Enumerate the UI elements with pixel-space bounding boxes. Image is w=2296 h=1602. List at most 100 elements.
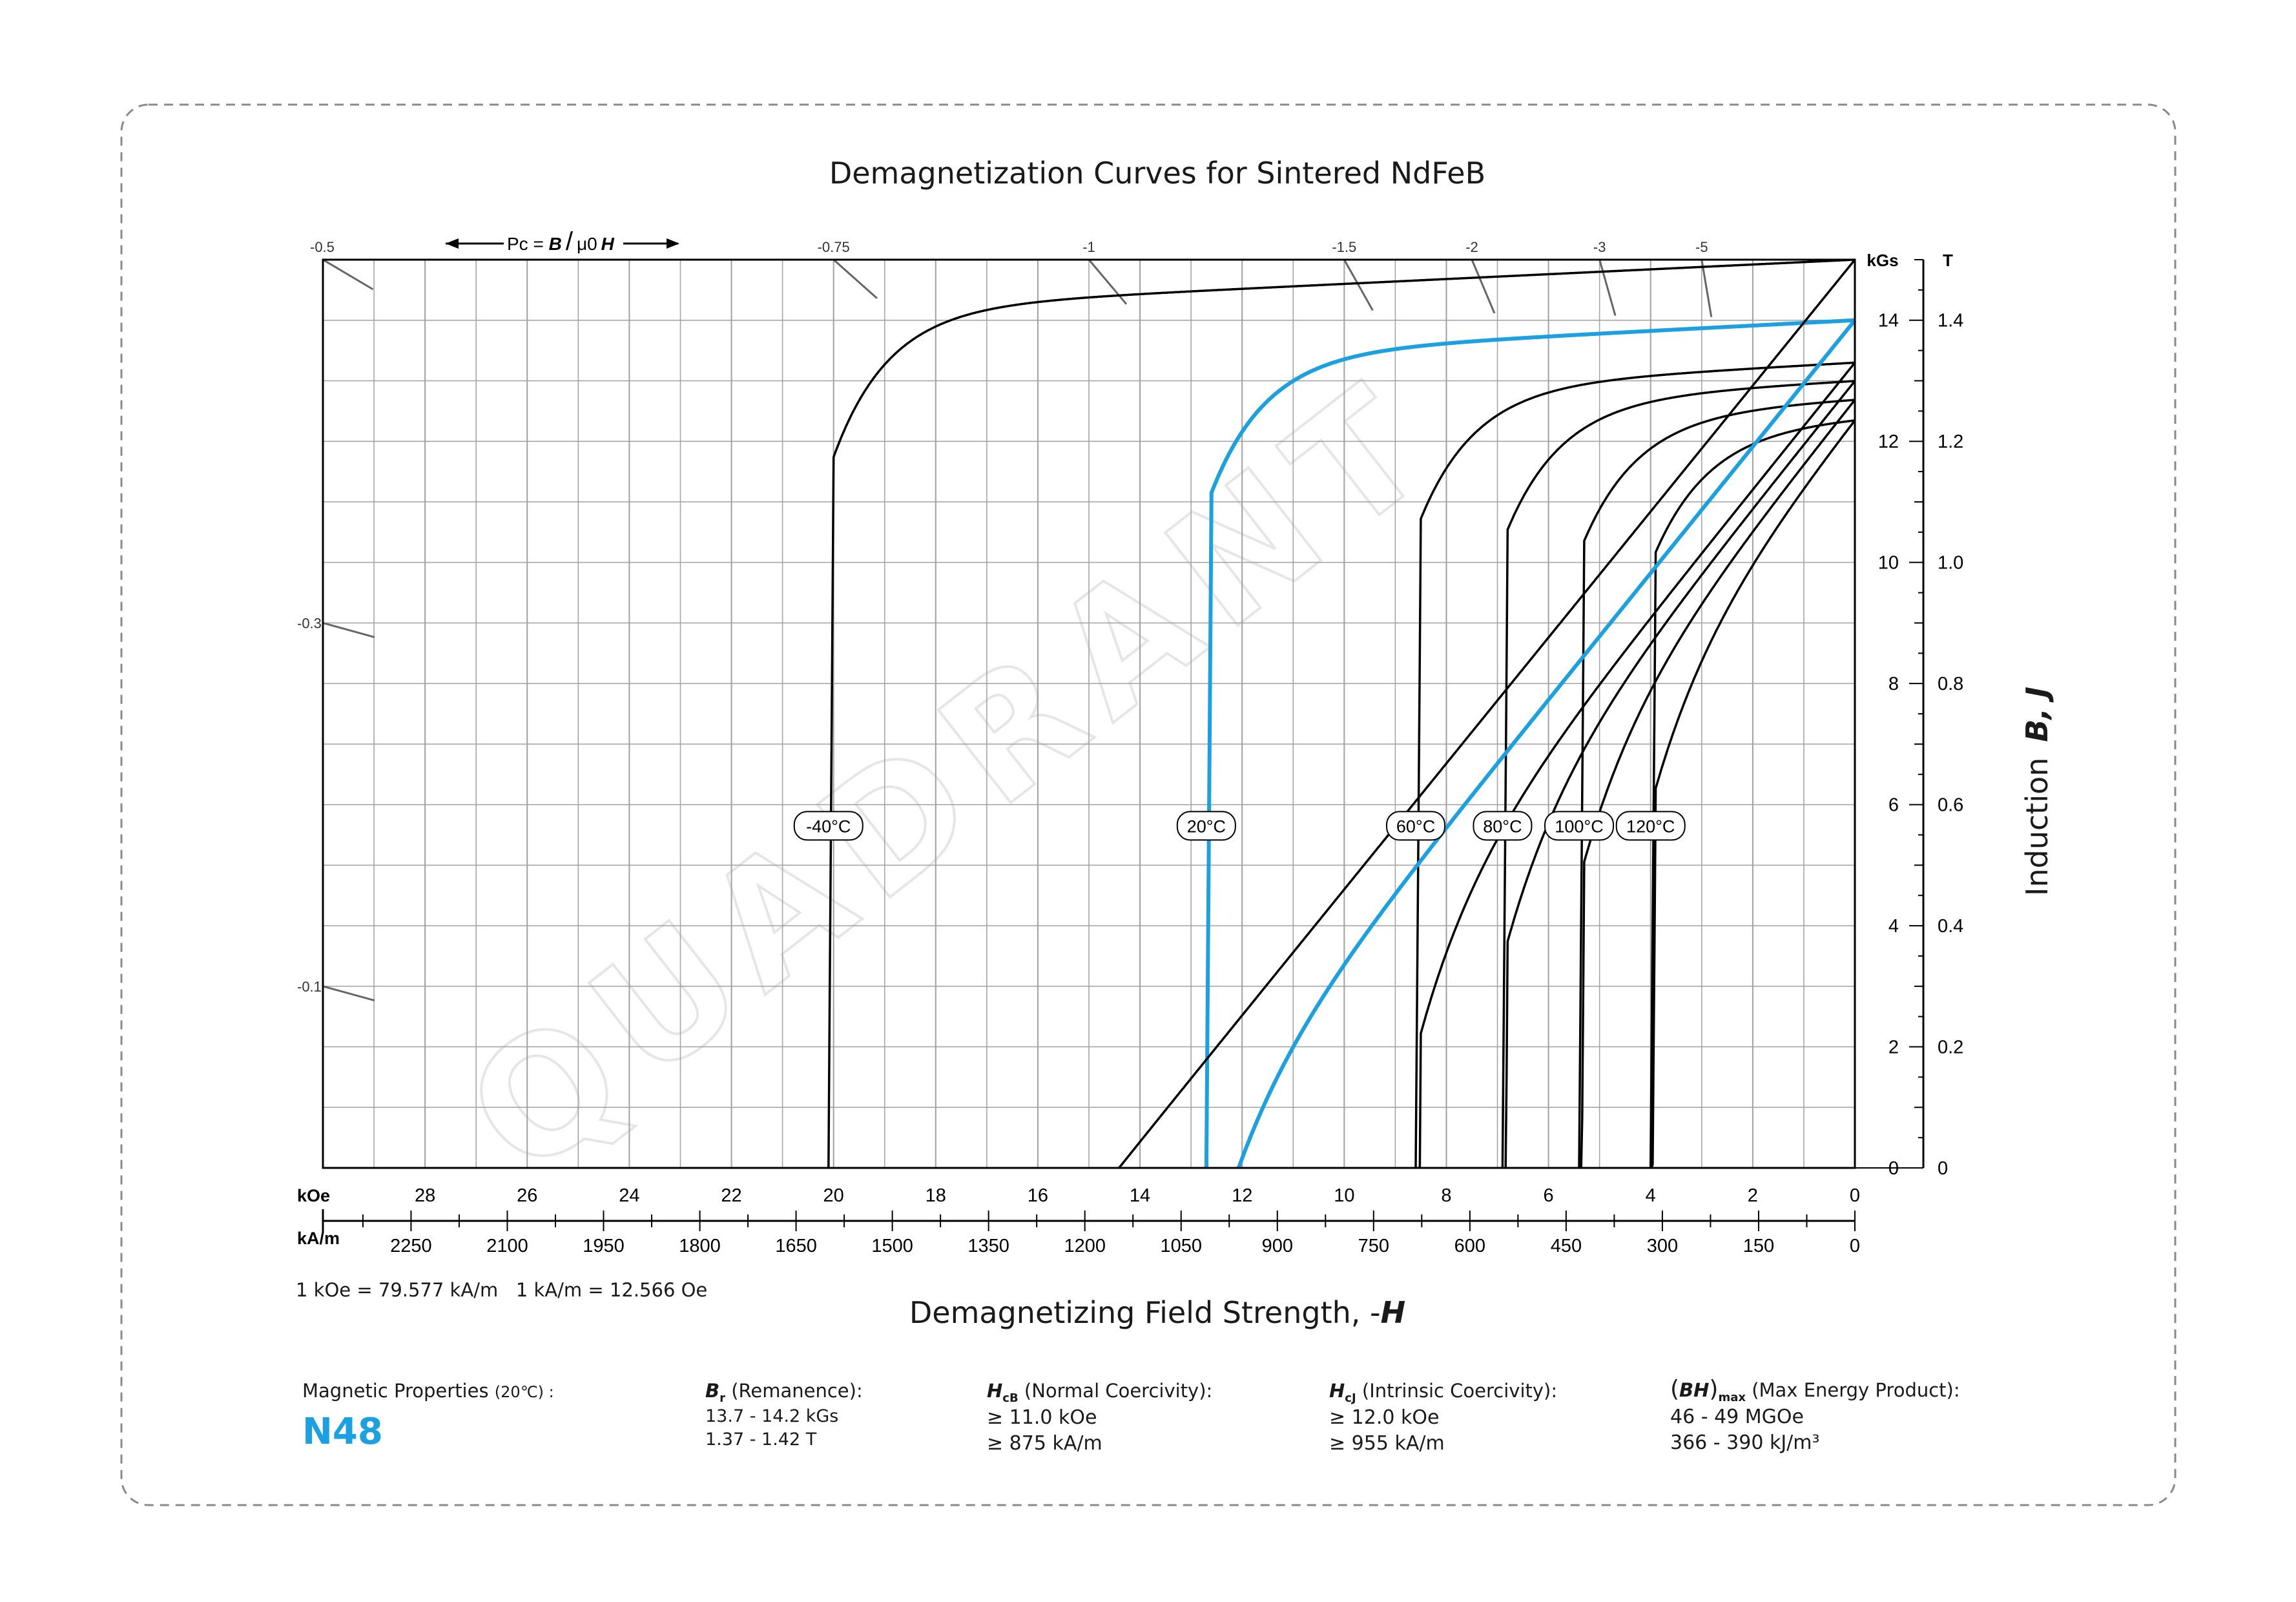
y-tick-label-t: 1.4: [1938, 311, 1963, 331]
x-tick-label-koe: 28: [415, 1185, 435, 1206]
curve-label-box: [1386, 811, 1446, 841]
properties-heading-block: Magnetic Properties (20℃) : N48: [302, 1380, 554, 1453]
permeance-tick-label: -3: [1593, 239, 1606, 255]
plot-frame: [322, 258, 1856, 1169]
grade-name: N48: [302, 1411, 383, 1453]
permeance-tick: [322, 258, 374, 291]
x-tick-label-koe: 6: [1544, 1185, 1554, 1206]
curve-b: [1504, 380, 1856, 1169]
y-tick-label-t: 0.6: [1938, 795, 1963, 816]
curve-label-box: [1615, 811, 1686, 841]
x-tick-label-koe: 4: [1646, 1185, 1656, 1206]
y-tick-label-t: 0.2: [1938, 1037, 1963, 1058]
curve-j: [1414, 361, 1856, 1169]
x-tick-label-kam: 600: [1454, 1236, 1485, 1256]
y-tick-label-t: 0.8: [1938, 674, 1963, 694]
x-tick-label-koe: 12: [1232, 1185, 1252, 1206]
x-tick-label-koe: 20: [823, 1185, 844, 1206]
x-tick-label-kam: 900: [1262, 1236, 1293, 1256]
curve-label-box: [1544, 811, 1615, 841]
curves: [827, 258, 1857, 1170]
x-tick-label-kam: 1950: [583, 1236, 625, 1256]
curve-label: 100°C: [1555, 817, 1603, 836]
permeance-label: Pc = B / μ0 H: [507, 227, 615, 256]
x-unit-koe: kOe: [297, 1186, 330, 1205]
x-tick-label-koe: 26: [517, 1185, 537, 1206]
permeance-tick-label: -0.3: [297, 615, 322, 631]
normal-coercivity-kam: ≥ 875 kA/m: [987, 1431, 1102, 1455]
x-tick-label-koe: 2: [1748, 1185, 1758, 1206]
conversion-note: 1 kOe = 79.577 kA/m 1 kA/m = 12.566 Oe: [296, 1279, 707, 1301]
x-unit-kam: kA/m: [297, 1229, 340, 1248]
curve-label: 120°C: [1626, 817, 1675, 836]
permeance-header: Pc = B / μ0 H: [446, 227, 679, 256]
normal-coercivity-heading: HcB (Normal Coercivity):: [987, 1380, 1213, 1405]
y-tick-label-kgs: 14: [1878, 311, 1899, 331]
x-tick-label-koe: 10: [1334, 1185, 1354, 1206]
x-tick-label-kam: 1050: [1160, 1236, 1202, 1256]
y-axis-label: InductionB, J: [2020, 687, 2054, 896]
y-tick-label-kgs: 10: [1878, 553, 1899, 574]
remanence-value-t: 1.37 - 1.42 T: [705, 1429, 817, 1450]
permeance-tick-label: -0.5: [310, 239, 335, 255]
permeance-tick-label: -1.5: [1332, 239, 1356, 255]
x-tick-label-kam: 1650: [775, 1236, 817, 1256]
intrinsic-coercivity-heading: HcJ (Intrinsic Coercivity):: [1329, 1380, 1558, 1405]
remanence-block: Br (Remanence): 13.7 - 14.2 kGs 1.37 - 1…: [705, 1380, 863, 1451]
permeance-tick: [322, 621, 375, 638]
remanence-heading: Br (Remanence):: [705, 1380, 863, 1405]
chart-title: Demagnetization Curves for Sintered NdFe…: [829, 156, 1485, 191]
x-axis-label: Demagnetizing Field Strength, -H: [909, 1295, 1405, 1330]
energy-product-kjm3: 366 - 390 kJ/m³: [1670, 1431, 1820, 1454]
x-tick-label-kam: 0: [1850, 1236, 1860, 1256]
x-tick-label-koe: 14: [1130, 1185, 1150, 1206]
perm-arrowhead-right: [667, 238, 679, 249]
permeance-tick: [1088, 259, 1128, 305]
x-tick-label-koe: 0: [1850, 1185, 1860, 1206]
curve-j: [1204, 318, 1856, 1169]
plot-border: [322, 258, 1856, 1169]
permeance-tick: [1343, 259, 1374, 311]
y-tick-label-kgs: 2: [1888, 1037, 1899, 1058]
y-tick-label-t: 0.4: [1938, 916, 1963, 937]
permeance-tick-label: -0.75: [818, 239, 850, 255]
permeance-tick: [1598, 259, 1617, 317]
permeance-tick: [833, 258, 878, 299]
x-tick-label-koe: 18: [926, 1185, 946, 1206]
curve-j: [1501, 380, 1856, 1169]
permeance-tick: [1471, 259, 1496, 314]
x-tick-label-kam: 450: [1551, 1236, 1582, 1256]
curve-labels: -40°C 20°C 60°C 80°C 100°C 120°C: [793, 811, 1686, 841]
watermark: QUADRANT: [433, 340, 1474, 1212]
curve-j: [827, 258, 1856, 1169]
x-tick-label-kam: 750: [1358, 1236, 1389, 1256]
permeance-lines: -0.5 -0.75 -1 -1.5 -2 -3 -5 -0.3 -0.1: [297, 239, 1713, 1002]
intrinsic-coercivity-koe: ≥ 12.0 kOe: [1329, 1406, 1440, 1429]
watermark-text: QUADRANT: [434, 342, 1473, 1211]
normal-coercivity-block: HcB (Normal Coercivity): ≥ 11.0 kOe ≥ 87…: [987, 1380, 1212, 1457]
y-tick-label-t: 1.2: [1938, 432, 1963, 452]
permeance-tick: [322, 985, 375, 1002]
y-tick-label-kgs: 4: [1888, 916, 1899, 937]
curve-label: 60°C: [1396, 817, 1435, 836]
permeance-tick-label: -0.1: [297, 979, 322, 995]
x-tick-label-kam: 2250: [390, 1236, 432, 1256]
y-tick-label-kgs: 8: [1888, 674, 1899, 694]
properties-heading: Magnetic Properties (20℃) :: [302, 1380, 554, 1402]
energy-product-block: (BH)max (Max Energy Product): 46 - 49 MG…: [1670, 1376, 1960, 1456]
x-tick-label-kam: 1500: [871, 1236, 913, 1256]
x-tick-label-kam: 2100: [486, 1236, 528, 1256]
curve-label: 80°C: [1483, 817, 1522, 836]
x-tick-label-koe: 22: [721, 1185, 741, 1206]
x-tick-label-kam: 1350: [967, 1236, 1009, 1256]
x-tick-label-koe: 16: [1028, 1185, 1048, 1206]
permeance-tick-label: -1: [1082, 239, 1095, 255]
curve-label-box: [1473, 811, 1533, 841]
curve-j: [1578, 399, 1856, 1169]
permeance-tick-label: -2: [1465, 239, 1478, 255]
x-tick-label-koe: 8: [1441, 1185, 1451, 1206]
perm-arrowhead-left: [446, 238, 459, 249]
intrinsic-coercivity-kam: ≥ 955 kA/m: [1329, 1431, 1445, 1455]
curve-label-box: [1176, 811, 1236, 841]
